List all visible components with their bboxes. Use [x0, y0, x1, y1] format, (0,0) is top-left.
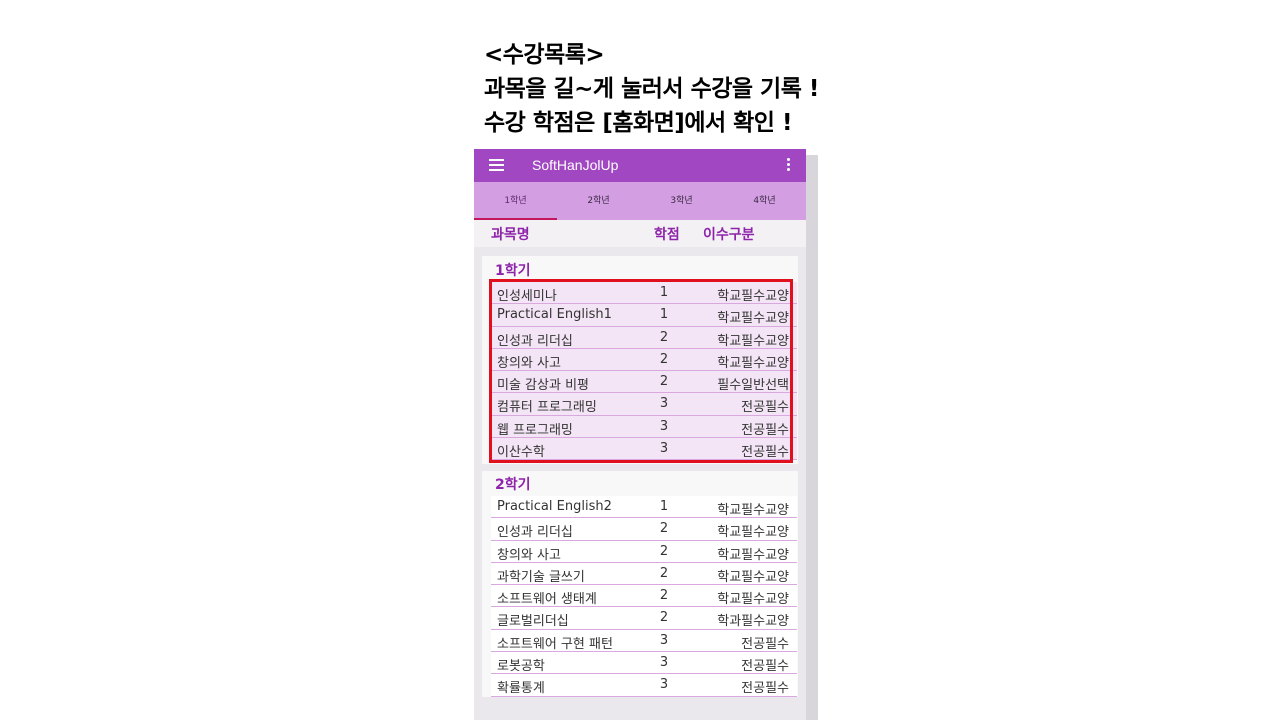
course-name: Practical English2	[497, 499, 612, 514]
course-name: 소프트웨어 생태계	[497, 592, 597, 608]
course-type: 학교필수교양	[717, 547, 789, 563]
column-course-type: 이수구분	[703, 227, 755, 243]
course-row[interactable]: 글로벌리더십 2 학과필수교양	[491, 607, 797, 630]
course-row[interactable]: 미술 감상과 비평 2 필수일반선택	[491, 371, 797, 394]
semester-1-list: 인성세미나 1 학교필수교양 Practical English1 1 학교필수교양 인성과…	[491, 282, 797, 461]
course-type: 학교필수교양	[717, 355, 789, 371]
course-type: 필수일반선택	[717, 378, 789, 394]
course-credit: 1	[659, 285, 669, 300]
course-credit: 3	[659, 632, 669, 648]
column-header: 과목명 학점 이수구분	[474, 220, 806, 247]
course-row[interactable]: 로봇공학 3 전공필수	[491, 652, 797, 675]
course-name: Practical English1	[497, 307, 612, 323]
course-name: 웹 프로그래밍	[497, 422, 573, 438]
course-type: 전공필수	[741, 445, 789, 461]
course-row[interactable]: 과학기술 글쓰기 2 학교필수교양	[491, 562, 797, 586]
course-row[interactable]: 창의와 사고 2 학교필수교양	[491, 348, 797, 372]
column-course-name: 과목명	[491, 227, 530, 243]
course-type: 학교필수교양	[717, 569, 789, 585]
course-credit: 3	[659, 396, 669, 412]
course-credit: 1	[659, 499, 669, 514]
course-row[interactable]: Practical English2 1 학교필수교양	[491, 496, 797, 519]
course-type: 학교필수교양	[717, 289, 789, 304]
course-row[interactable]: 인성세미나 1 학교필수교양	[491, 282, 797, 305]
course-row[interactable]: Practical English1 1 학교필수교양	[491, 304, 797, 327]
course-credit: 2	[659, 610, 669, 626]
course-credit: 3	[659, 677, 669, 693]
course-name: 창의와 사고	[497, 355, 561, 371]
semester-2-list: Practical English2 1 학교필수교양 인성과 리더십 2 학교필수교양 창…	[491, 496, 797, 697]
course-row[interactable]: 이산수학 3 전공필수	[491, 438, 797, 461]
instruction-caption: <수강목록> 과목을 길~게 눌러서 수강을 기록 ! 수강 학점은 [홈화면]…	[484, 38, 819, 140]
app-bar: SoftHanJolUp	[474, 149, 806, 182]
course-name: 미술 감상과 비평	[497, 378, 589, 394]
course-type: 학교필수교양	[717, 333, 789, 349]
more-vert-icon[interactable]	[784, 158, 792, 174]
course-credit: 3	[659, 418, 669, 434]
course-credit: 2	[659, 374, 669, 390]
column-credit: 학점	[654, 227, 680, 243]
course-name: 인성과 리더십	[497, 525, 573, 541]
year-tabs: 1학년 2학년 3학년 4학년	[474, 182, 806, 220]
phone-screen: SoftHanJolUp 1학년 2학년 3학년 4학년 과목명 학점 이수구분…	[474, 149, 806, 720]
course-credit: 1	[659, 307, 669, 323]
course-type: 학교필수교양	[717, 525, 789, 541]
course-name: 인성과 리더십	[497, 333, 573, 349]
caption-line-2: 과목을 길~게 눌러서 수강을 기록 !	[484, 76, 819, 102]
course-credit: 2	[659, 565, 669, 581]
course-credit: 2	[659, 588, 669, 604]
semester-title: 2학기	[495, 477, 531, 493]
caption-line-3: 수강 학점은 [홈화면]에서 확인 !	[484, 110, 792, 136]
course-name: 확률통계	[497, 681, 545, 697]
course-name: 이산수학	[497, 445, 545, 461]
course-credit: 3	[659, 441, 669, 457]
course-row[interactable]: 인성과 리더십 2 학교필수교양	[491, 326, 797, 349]
caption-line-1: <수강목록>	[484, 42, 605, 68]
course-type: 학교필수교양	[717, 311, 789, 327]
tab-year-3[interactable]: 3학년	[670, 196, 693, 206]
course-row[interactable]: 소프트웨어 생태계 2 학교필수교양	[491, 585, 797, 608]
course-type: 전공필수	[741, 400, 789, 416]
tab-year-4[interactable]: 4학년	[753, 196, 776, 206]
course-row[interactable]: 창의와 사고 2 학교필수교양	[491, 540, 797, 563]
semester-2-section: 2학기 Practical English2 1 학교필수교양 인성과 리더십 2 학교필…	[482, 471, 798, 697]
course-name: 로봇공학	[497, 659, 545, 675]
semester-1-section: 1학기 인성세미나 1 학교필수교양 Practical English1 1 학교필수교…	[482, 256, 798, 464]
course-name: 과학기술 글쓰기	[497, 569, 585, 585]
course-type: 학과필수교양	[717, 614, 789, 630]
course-credit: 2	[659, 351, 669, 367]
tab-year-2[interactable]: 2학년	[587, 196, 610, 206]
course-row[interactable]: 확률통계 3 전공필수	[491, 674, 797, 697]
highlight-box	[489, 279, 793, 463]
hamburger-menu-icon[interactable]	[489, 159, 504, 171]
course-type: 학교필수교양	[717, 503, 789, 518]
course-name: 창의와 사고	[497, 547, 561, 563]
course-type: 전공필수	[741, 659, 789, 675]
course-row[interactable]: 컴퓨터 프로그래밍 3 전공필수	[491, 393, 797, 416]
course-name: 소프트웨어 구현 패턴	[497, 636, 613, 652]
course-type: 학교필수교양	[717, 592, 789, 608]
course-credit: 3	[659, 655, 669, 671]
course-name: 컴퓨터 프로그래밍	[497, 400, 597, 416]
course-row[interactable]: 소프트웨어 구현 패턴 3 전공필수	[491, 629, 797, 653]
course-credit: 2	[659, 329, 669, 345]
tab-year-1[interactable]: 1학년	[474, 182, 557, 220]
course-credit: 2	[659, 543, 669, 559]
course-row[interactable]: 인성과 리더십 2 학교필수교양	[491, 518, 797, 541]
course-name: 글로벌리더십	[497, 614, 569, 630]
course-type: 전공필수	[741, 681, 789, 697]
semester-title: 1학기	[495, 263, 531, 279]
course-type: 전공필수	[741, 636, 789, 652]
app-title: SoftHanJolUp	[532, 157, 619, 173]
course-name: 인성세미나	[497, 289, 557, 304]
course-credit: 2	[659, 521, 669, 537]
course-type: 전공필수	[741, 422, 789, 438]
course-row[interactable]: 웹 프로그래밍 3 전공필수	[491, 415, 797, 439]
